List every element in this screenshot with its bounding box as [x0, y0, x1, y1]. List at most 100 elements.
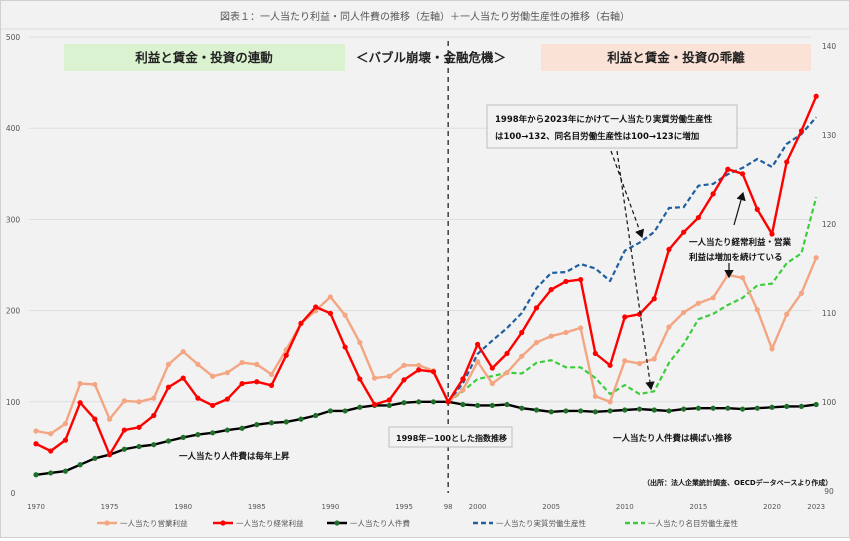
- data-point: [798, 403, 805, 409]
- data-point: [62, 468, 69, 474]
- banner-middle: ＜バブル崩壊・金融危機＞: [356, 50, 506, 65]
- index-note-box: [388, 426, 513, 448]
- x-axis-tick-label: 1990: [321, 503, 339, 511]
- legend-label: 一人当たり名目労働生産性: [648, 518, 738, 528]
- data-point: [210, 373, 216, 379]
- arrow-to-nominal-productivity: [616, 150, 655, 391]
- data-point: [784, 311, 790, 317]
- data-point: [313, 304, 319, 310]
- data-point: [754, 307, 760, 313]
- data-point: [739, 171, 746, 177]
- data-point: [416, 399, 422, 405]
- left-axis-tick-label: 500: [6, 33, 21, 42]
- data-point: [607, 362, 613, 368]
- data-point: [224, 427, 230, 433]
- data-point: [342, 312, 348, 318]
- legend: 一人当たり営業利益 一人当たり経常利益 一人当たり人件費 一人当たり実質労働生産性 一人…: [97, 518, 738, 528]
- data-point: [430, 369, 437, 375]
- data-point: [121, 446, 127, 452]
- data-point: [607, 399, 613, 405]
- data-point: [813, 401, 819, 408]
- data-point: [475, 341, 481, 347]
- data-point: [504, 401, 510, 408]
- chart-title: 図表１：一人当たり利益・同人件費の推移（左軸）＋一人当たり労働生産性の推移（右軸…: [220, 10, 630, 23]
- data-point: [519, 329, 525, 336]
- right-axis-ticks: 90 100 110 120 130 140: [822, 42, 837, 496]
- right-axis-tick-label: 100: [822, 398, 837, 407]
- data-point: [695, 214, 702, 221]
- data-point: [327, 408, 333, 414]
- data-point: [121, 427, 127, 433]
- data-point: [607, 408, 613, 414]
- data-point: [651, 296, 657, 302]
- data-point: [298, 416, 304, 422]
- data-point: [239, 425, 245, 431]
- x-axis-ticks: 1970 1975 1980 1985 1990 1995 98 2000 2005 2010 20…: [27, 503, 825, 511]
- data-point: [92, 455, 98, 461]
- data-point: [460, 401, 466, 408]
- left-axis-tick-label: 400: [6, 124, 21, 133]
- data-point: [254, 361, 260, 368]
- data-point: [754, 405, 760, 411]
- legend-label: 一人当たり人件費: [350, 518, 410, 528]
- data-point: [754, 206, 760, 212]
- x-axis-tick-label: 2015: [689, 503, 707, 511]
- data-point: [107, 452, 113, 458]
- data-point: [681, 229, 687, 235]
- legend-marker: [334, 520, 340, 526]
- data-point: [725, 272, 731, 278]
- series-line: [35, 257, 818, 435]
- data-point: [504, 350, 510, 357]
- data-point: [165, 384, 172, 390]
- data-point: [681, 406, 687, 412]
- data-point: [813, 255, 819, 261]
- data-point: [622, 358, 628, 364]
- data-point: [739, 275, 746, 281]
- series-2: [33, 399, 819, 478]
- series-4: [447, 197, 818, 403]
- data-point: [357, 376, 363, 382]
- data-point: [386, 402, 392, 409]
- data-point: [651, 356, 657, 362]
- banner-right-bg: [541, 44, 811, 71]
- arrow-to-ordinary-profit: [733, 191, 746, 226]
- x-axis-tick-label: 2020: [763, 503, 781, 511]
- data-point: [489, 365, 495, 371]
- profit-note-line2: 利益は増加を続けている: [688, 252, 783, 263]
- data-point: [180, 375, 186, 381]
- data-point: [180, 349, 186, 355]
- data-point: [268, 371, 275, 378]
- series-3: [447, 116, 818, 403]
- data-point: [769, 346, 775, 352]
- data-point: [107, 416, 113, 422]
- data-point: [739, 406, 746, 412]
- data-point: [533, 339, 540, 346]
- left-axis-tick-label: 200: [6, 307, 21, 316]
- data-point: [622, 314, 628, 320]
- source-note: （出所：法人企業統計調査、OECDデータベースより作成）: [643, 478, 832, 487]
- data-point: [224, 396, 230, 402]
- data-point: [121, 398, 127, 404]
- data-point: [578, 325, 584, 331]
- data-point: [666, 324, 672, 330]
- data-point: [636, 360, 643, 367]
- data-point: [77, 462, 83, 468]
- index-note: 1998年－100とした指数推移: [396, 433, 507, 443]
- right-axis-tick-label: 110: [822, 309, 837, 318]
- data-point: [92, 381, 98, 388]
- series-line: [447, 116, 818, 403]
- data-point: [416, 362, 422, 368]
- data-point: [681, 309, 687, 316]
- data-point: [563, 408, 569, 414]
- gridlines: [29, 36, 811, 403]
- left-axis-tick-label: 300: [6, 215, 21, 224]
- data-point: [357, 404, 363, 410]
- data-point: [548, 333, 554, 339]
- data-point: [239, 359, 245, 366]
- data-point: [136, 443, 142, 450]
- data-point: [136, 399, 142, 405]
- x-axis-tick-label: 2010: [616, 503, 634, 511]
- data-point: [769, 404, 775, 410]
- banner-right: 利益と賃金・投資の乖離: [607, 50, 745, 65]
- x-axis-tick-label: 1980: [174, 503, 192, 511]
